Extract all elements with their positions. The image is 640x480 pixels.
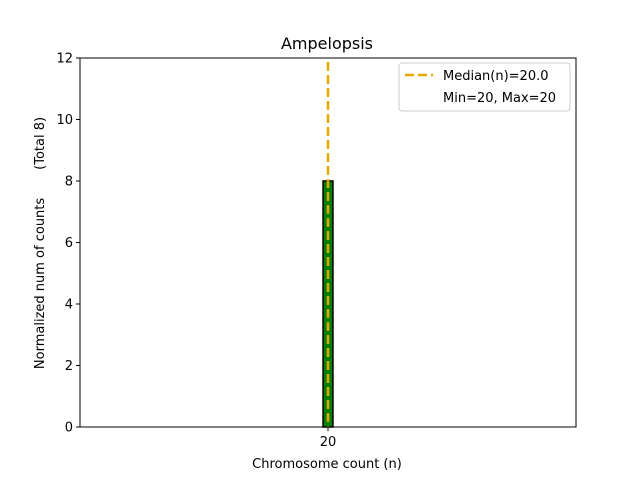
legend-range-label: Min=20, Max=20 <box>443 91 556 106</box>
y-axis-label-total: (Total 8) <box>33 117 48 170</box>
y-tick-label: 12 <box>56 52 73 67</box>
y-tick-label: 0 <box>65 421 73 436</box>
y-tick-label: 10 <box>56 113 73 128</box>
legend-box <box>398 62 571 112</box>
y-axis-label: Normalized num of counts (Total 8) <box>33 117 48 369</box>
y-tick-label: 6 <box>65 236 73 251</box>
legend: Median(n)=20.0 Min=20, Max=20 <box>398 62 571 112</box>
y-axis-label-main: Normalized num of counts <box>33 198 48 369</box>
y-tick-label: 2 <box>65 359 73 374</box>
y-axis: 0 2 4 6 8 10 12 <box>56 52 80 436</box>
chart-title: Ampelopsis <box>281 34 373 53</box>
x-axis-label: Chromosome count (n) <box>252 457 402 472</box>
plot-frame <box>79 57 577 428</box>
x-tick-label: 20 <box>320 435 337 450</box>
y-tick-label: 8 <box>65 175 73 190</box>
y-tick-label: 4 <box>65 298 73 313</box>
legend-median-label: Median(n)=20.0 <box>443 69 549 84</box>
